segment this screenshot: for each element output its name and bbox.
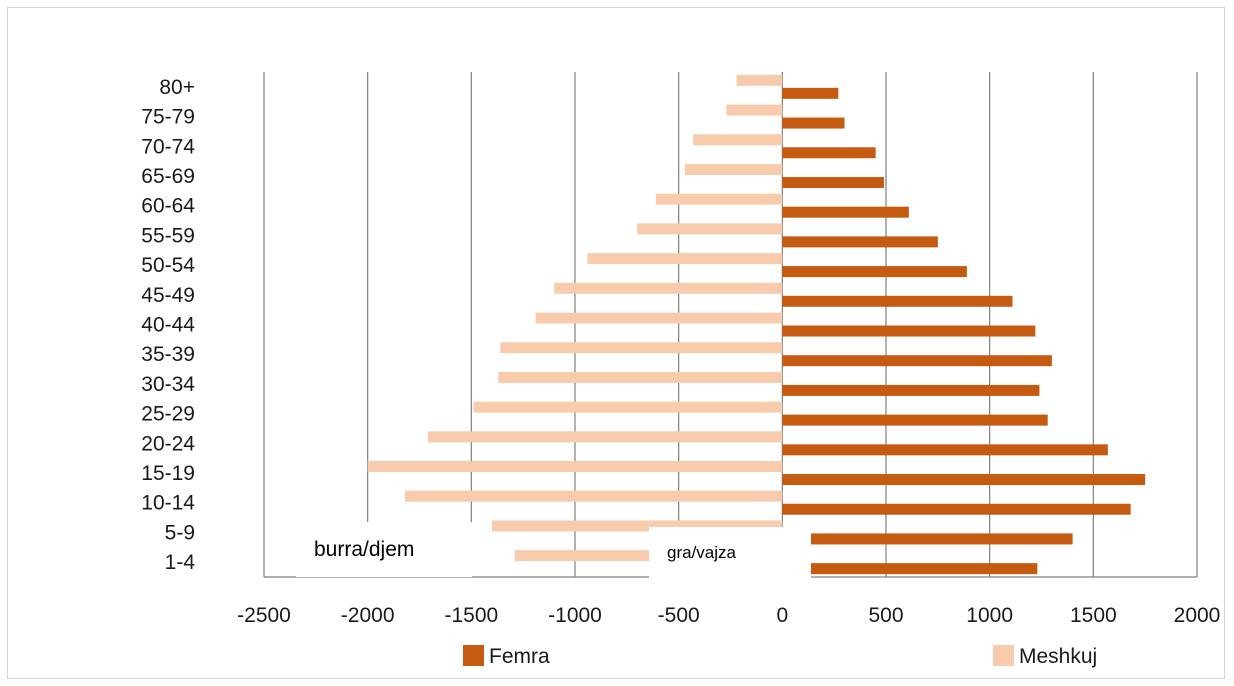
bar-meshkuj-60-64 bbox=[655, 193, 783, 205]
bar-femra-75-79 bbox=[782, 117, 845, 129]
x-tick-label: 1000 bbox=[966, 604, 1013, 627]
bar-meshkuj-30-34 bbox=[498, 371, 783, 383]
bar-femra-60-64 bbox=[782, 206, 909, 218]
bar-femra-15-19 bbox=[782, 474, 1146, 486]
category-label: 1-4 bbox=[165, 551, 196, 574]
x-tick-label: -1000 bbox=[548, 604, 602, 627]
bar-femra-35-39 bbox=[782, 355, 1052, 367]
x-tick-label: -500 bbox=[658, 604, 700, 627]
category-label: 80+ bbox=[159, 76, 195, 99]
bars bbox=[367, 74, 1146, 575]
category-label: 70-74 bbox=[141, 135, 195, 158]
bar-meshkuj-45-49 bbox=[554, 282, 783, 294]
bar-meshkuj-75-79 bbox=[726, 104, 783, 116]
bar-meshkuj-65-69 bbox=[684, 163, 783, 175]
x-tick-label: 1500 bbox=[1070, 604, 1117, 627]
legend-swatch-femra bbox=[463, 645, 484, 666]
bar-femra-45-49 bbox=[782, 295, 1013, 307]
annotation-boys: burra/djem bbox=[296, 522, 472, 577]
bar-femra-10-14 bbox=[782, 503, 1131, 515]
category-label: 10-14 bbox=[141, 492, 195, 515]
bar-femra-25-29 bbox=[782, 414, 1048, 426]
bar-femra-70-74 bbox=[782, 147, 876, 159]
x-tick-labels: -2500 -2000 -1500 -1000 -500 0 500 1000 1500 2000 bbox=[237, 604, 1220, 627]
bar-femra-1-4 bbox=[782, 563, 1038, 575]
category-label: 60-64 bbox=[141, 195, 195, 218]
bar-femra-30-34 bbox=[782, 384, 1040, 396]
bar-femra-20-24 bbox=[782, 444, 1108, 456]
category-label: 20-24 bbox=[141, 432, 195, 455]
category-label: 55-59 bbox=[141, 224, 195, 247]
category-label: 25-29 bbox=[141, 403, 195, 426]
bar-femra-5-9 bbox=[782, 533, 1073, 545]
bar-meshkuj-1-4 bbox=[514, 550, 783, 562]
legend-label-meshkuj: Meshkuj bbox=[1019, 645, 1097, 668]
bar-meshkuj-10-14 bbox=[404, 490, 783, 502]
bar-femra-40-44 bbox=[782, 325, 1036, 337]
x-tick-label: -2500 bbox=[237, 604, 291, 627]
bar-meshkuj-15-19 bbox=[367, 461, 783, 473]
category-label: 65-69 bbox=[141, 165, 195, 188]
legend-label-femra: Femra bbox=[489, 645, 550, 668]
category-label: 35-39 bbox=[141, 343, 195, 366]
annotation-girls: gra/vajza bbox=[649, 527, 811, 579]
x-tick-label: -1500 bbox=[444, 604, 498, 627]
category-label: 40-44 bbox=[141, 314, 195, 337]
legend-swatch-meshkuj bbox=[993, 645, 1014, 666]
bar-meshkuj-50-54 bbox=[587, 253, 783, 265]
category-labels: 80+ 75-79 70-74 65-69 60-64 55-59 50-54 45-49 40… bbox=[141, 76, 195, 574]
bar-meshkuj-80+ bbox=[736, 74, 783, 86]
category-label: 75-79 bbox=[141, 106, 195, 129]
category-label: 30-34 bbox=[141, 373, 195, 396]
x-tick-label: -2000 bbox=[341, 604, 395, 627]
bar-femra-80+ bbox=[782, 87, 839, 99]
bar-femra-55-59 bbox=[782, 236, 938, 248]
bar-meshkuj-20-24 bbox=[427, 431, 783, 443]
bar-meshkuj-35-39 bbox=[500, 342, 783, 354]
legend: Femra Meshkuj bbox=[463, 645, 1097, 668]
category-label: 45-49 bbox=[141, 284, 195, 307]
bar-meshkuj-70-74 bbox=[693, 134, 783, 146]
x-tick-label: 2000 bbox=[1174, 604, 1221, 627]
x-tick-label: 0 bbox=[776, 604, 788, 627]
bar-femra-65-69 bbox=[782, 176, 884, 188]
bar-femra-50-54 bbox=[782, 266, 967, 278]
x-tick-label: 500 bbox=[868, 604, 903, 627]
bar-meshkuj-40-44 bbox=[535, 312, 783, 324]
category-label: 5-9 bbox=[165, 521, 195, 544]
category-label: 15-19 bbox=[141, 462, 195, 485]
bar-meshkuj-25-29 bbox=[473, 401, 783, 413]
bar-meshkuj-5-9 bbox=[492, 520, 783, 532]
bar-meshkuj-55-59 bbox=[637, 223, 783, 235]
category-label: 50-54 bbox=[141, 254, 195, 277]
